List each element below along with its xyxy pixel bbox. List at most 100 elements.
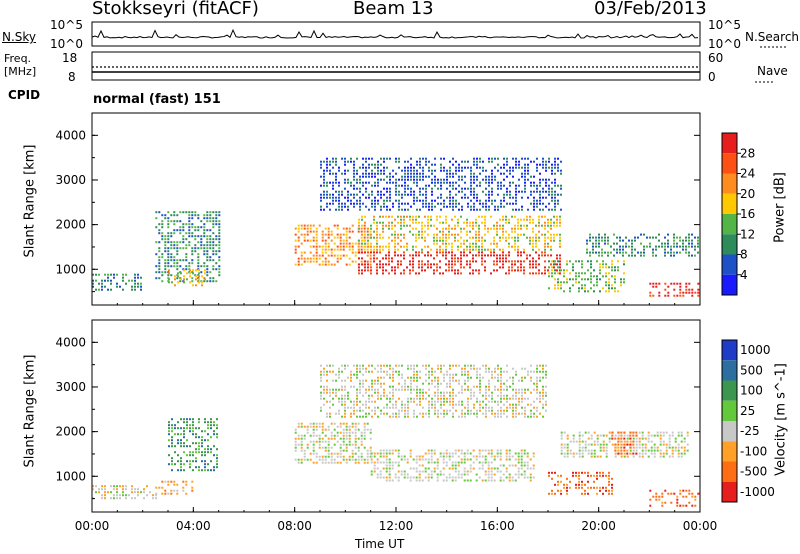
power-cell — [374, 172, 376, 175]
velocity-cell — [536, 364, 538, 367]
power-cell — [499, 254, 501, 257]
power-cell — [467, 187, 469, 190]
power-cell — [517, 233, 519, 236]
power-cell — [529, 263, 531, 266]
velocity-cell — [363, 458, 366, 461]
velocity-cell — [294, 431, 297, 434]
power-cell — [598, 233, 600, 236]
power-cell — [598, 251, 600, 254]
power-cell — [506, 175, 508, 178]
power-cell — [473, 193, 475, 196]
velocity-cell — [517, 470, 520, 473]
velocity-cell — [204, 448, 206, 451]
power-cell — [623, 260, 625, 263]
power-cell — [134, 276, 136, 279]
power-cell — [622, 248, 624, 251]
power-cell — [469, 248, 471, 251]
power-cell — [309, 224, 312, 227]
power-cell — [367, 239, 369, 242]
nsky-label: N.Sky — [2, 30, 37, 44]
power-cell — [215, 220, 218, 223]
power-cell — [509, 193, 511, 196]
velocity-cell — [683, 437, 686, 440]
power-cell — [415, 215, 417, 218]
power-cell — [508, 245, 510, 248]
velocity-cell — [452, 412, 454, 415]
power-cell — [394, 224, 396, 227]
power-cell — [548, 260, 550, 263]
power-cell — [682, 294, 685, 297]
velocity-cell — [449, 364, 451, 367]
velocity-cell — [506, 406, 508, 409]
velocity-cell — [526, 461, 529, 464]
velocity-cell — [431, 379, 433, 382]
power-cell — [170, 247, 173, 250]
power-cell — [364, 215, 366, 218]
velocity-cell — [661, 492, 664, 495]
velocity-cell — [407, 409, 409, 412]
velocity-cell — [488, 370, 490, 373]
power-cell — [410, 193, 412, 196]
power-cell — [341, 208, 343, 211]
velocity-cell — [457, 464, 460, 467]
power-cell — [188, 226, 191, 229]
power-cell — [451, 257, 453, 260]
velocity-cell — [345, 425, 348, 428]
velocity-cell — [422, 382, 424, 385]
velocity-cell — [665, 449, 668, 452]
velocity-cell — [437, 394, 439, 397]
velocity-cell — [376, 473, 379, 476]
power-cell — [560, 193, 562, 196]
power-cell — [404, 178, 406, 181]
power-cell — [551, 272, 553, 275]
velocity-cell — [461, 403, 463, 406]
velocity-cell — [189, 445, 191, 448]
power-cell — [383, 172, 385, 175]
power-cell — [338, 166, 340, 169]
velocity-cell — [644, 449, 647, 452]
velocity-cell — [433, 461, 436, 464]
velocity-cell — [608, 471, 610, 474]
power-cell — [388, 257, 390, 260]
velocity-cell — [326, 400, 328, 403]
velocity-cell — [496, 470, 499, 473]
velocity-cell — [385, 461, 388, 464]
power-cell — [679, 288, 682, 291]
power-cell — [434, 163, 436, 166]
velocity-cell — [356, 373, 358, 376]
power-colorbar-cell — [722, 133, 737, 154]
power-cell — [460, 257, 462, 260]
power-cell — [566, 281, 568, 284]
velocity-cell — [508, 464, 511, 467]
power-cell — [514, 260, 516, 263]
velocity-cell — [363, 434, 366, 437]
power-cell — [679, 291, 682, 294]
power-cell — [404, 184, 406, 187]
power-cell — [679, 236, 681, 239]
velocity-cell — [448, 455, 451, 458]
power-cell — [655, 245, 657, 248]
velocity-cell — [581, 486, 583, 489]
power-cell — [436, 218, 438, 221]
velocity-cell — [466, 470, 469, 473]
velocity-cell — [491, 370, 493, 373]
power-cell — [368, 196, 370, 199]
power-cell — [437, 196, 439, 199]
power-cell — [557, 260, 559, 263]
power-cell — [351, 248, 354, 251]
power-cell — [479, 208, 481, 211]
power-cell — [395, 178, 397, 181]
power-cell — [464, 181, 466, 184]
power-cell — [179, 241, 182, 244]
power-cell — [607, 239, 609, 242]
velocity-cell — [216, 460, 218, 463]
velocity-cell — [469, 452, 472, 455]
power-cell — [511, 236, 513, 239]
power-cell — [617, 269, 619, 272]
power-cell — [646, 245, 648, 248]
power-cell — [332, 166, 334, 169]
velocity-cell — [668, 455, 671, 458]
velocity-cell — [392, 376, 394, 379]
power-cell — [440, 208, 442, 211]
power-cell — [476, 199, 478, 202]
